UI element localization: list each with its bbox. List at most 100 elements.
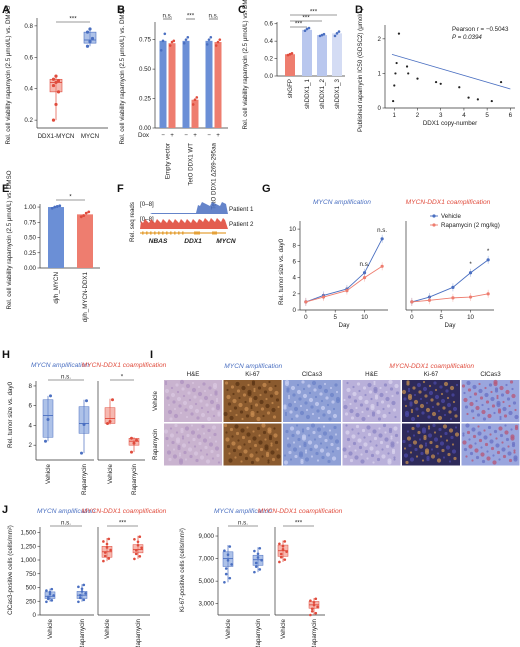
panelD-point [397, 32, 401, 35]
panelF-exon [182, 231, 184, 235]
panelJ1-point [109, 548, 112, 552]
panelI-cell [203, 389, 207, 393]
panelI-cell [209, 393, 213, 397]
panelI-cell [258, 434, 261, 437]
panelI-cell [193, 395, 197, 399]
panelI-cell [332, 413, 338, 419]
panelI-cell [240, 428, 245, 433]
panelI-cell [252, 436, 257, 441]
panelI-cell [509, 380, 514, 384]
panelI-cell [212, 414, 216, 418]
panelI-cell [202, 438, 208, 443]
panelI-cell [243, 443, 246, 446]
panelI-cell [255, 451, 258, 454]
panelI-cell [469, 395, 472, 399]
panelI-cell [239, 410, 244, 414]
panelI-cell [269, 394, 274, 398]
panelI-cell [175, 431, 179, 434]
panelI-cell [419, 403, 425, 409]
panelI-cell [386, 404, 391, 408]
panelI-cell [440, 398, 446, 404]
panelI-cell [507, 445, 510, 448]
panelD-point [439, 82, 442, 85]
panelJ1-ylabel: ClCas3-positive cells (cells/mm²) [7, 525, 14, 615]
panelI-cell [431, 405, 435, 409]
panelH-point [130, 436, 133, 440]
panelJ1-point [77, 585, 80, 589]
panelD-xlabel: DDX1 copy-number [423, 120, 477, 127]
panelJ1-significance: *** [119, 520, 127, 527]
panelI-cell [463, 447, 468, 452]
panelI-cell [475, 455, 480, 460]
panelI-cell [210, 449, 214, 454]
panelI-cell [512, 401, 517, 405]
panelF-gene-MYCN: MYCN [216, 238, 236, 245]
panelJ1-point [45, 589, 48, 592]
panelB-point [182, 41, 186, 45]
panelI-cell [170, 392, 176, 398]
panelI-cell [479, 396, 484, 400]
panelG-rapamycin-point [380, 264, 384, 268]
panelI-cell [416, 414, 420, 418]
panelI-cell [472, 416, 475, 420]
panelI-cell [385, 396, 390, 402]
panelJ1-title-1: MYCN amplification [37, 508, 95, 515]
panelI-cell [331, 456, 337, 461]
panelG-significance: * [469, 261, 472, 268]
panelI-cell [358, 445, 363, 450]
panelI-cell [474, 442, 477, 445]
panel-letter-G: G [262, 183, 271, 195]
panelH-title-2: MYCN-DDX1 coamplification [82, 362, 167, 369]
panelE-ytick-label: 0.50 [24, 235, 37, 242]
panel-letter-B: B [117, 4, 125, 16]
panelI-cell [283, 460, 289, 465]
panelI-cell [308, 397, 314, 403]
panelI-cell [283, 454, 287, 457]
panelI-cell [238, 452, 243, 457]
panelI-cell [241, 385, 246, 391]
panelC-point [305, 27, 309, 31]
panelI-cell [270, 444, 273, 447]
panelH-point [85, 399, 88, 403]
panelJ1-ytick-label: 1,500 [21, 530, 37, 537]
panelB-dox-state: − [184, 132, 188, 139]
panelI-cell [274, 384, 277, 388]
panelA-ytick-label: 0.2 [24, 117, 33, 124]
panelI-cell [291, 433, 295, 438]
panelI-cell [265, 397, 268, 401]
panelI-cell [393, 458, 396, 461]
panelI-cell [192, 437, 196, 442]
panelI-cell [364, 449, 369, 454]
panelI-cell [299, 404, 303, 408]
panelB-point [159, 48, 163, 52]
panelI-cell [167, 409, 173, 415]
panelI-cell [164, 388, 170, 394]
panelJ1-ytick-label: 1,250 [21, 543, 37, 550]
panelI-cell [346, 437, 351, 442]
panelI-cell [503, 414, 508, 418]
panelI-cell [257, 386, 262, 390]
panelI-cell [426, 457, 430, 462]
panelI-cell [170, 386, 174, 390]
panelI-cell [505, 437, 510, 442]
panelI-cell [237, 445, 242, 450]
panelG-legend-marker-vehicle [432, 214, 436, 218]
panelH-box [104, 407, 116, 424]
panelD-point [393, 84, 396, 87]
panelI-cell [388, 379, 393, 385]
panelI-cell [484, 442, 489, 447]
panelI-cell [292, 447, 298, 452]
panelA-point [88, 27, 92, 31]
panelC-point [303, 29, 307, 33]
panelI-cell [410, 410, 414, 414]
panelI-cell [253, 389, 256, 393]
panelI-cell [322, 413, 326, 417]
panelI-cell [389, 387, 394, 391]
panelJ1-point [140, 546, 143, 550]
panelI-cell [296, 389, 302, 395]
panelJ2-point [281, 544, 285, 548]
panelJ1-point [134, 549, 138, 552]
panelI-cell [461, 384, 466, 388]
panelI-cell [480, 446, 483, 449]
panelI-cell [179, 379, 185, 385]
